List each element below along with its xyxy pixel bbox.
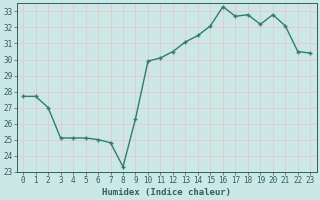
X-axis label: Humidex (Indice chaleur): Humidex (Indice chaleur) [102,188,231,197]
